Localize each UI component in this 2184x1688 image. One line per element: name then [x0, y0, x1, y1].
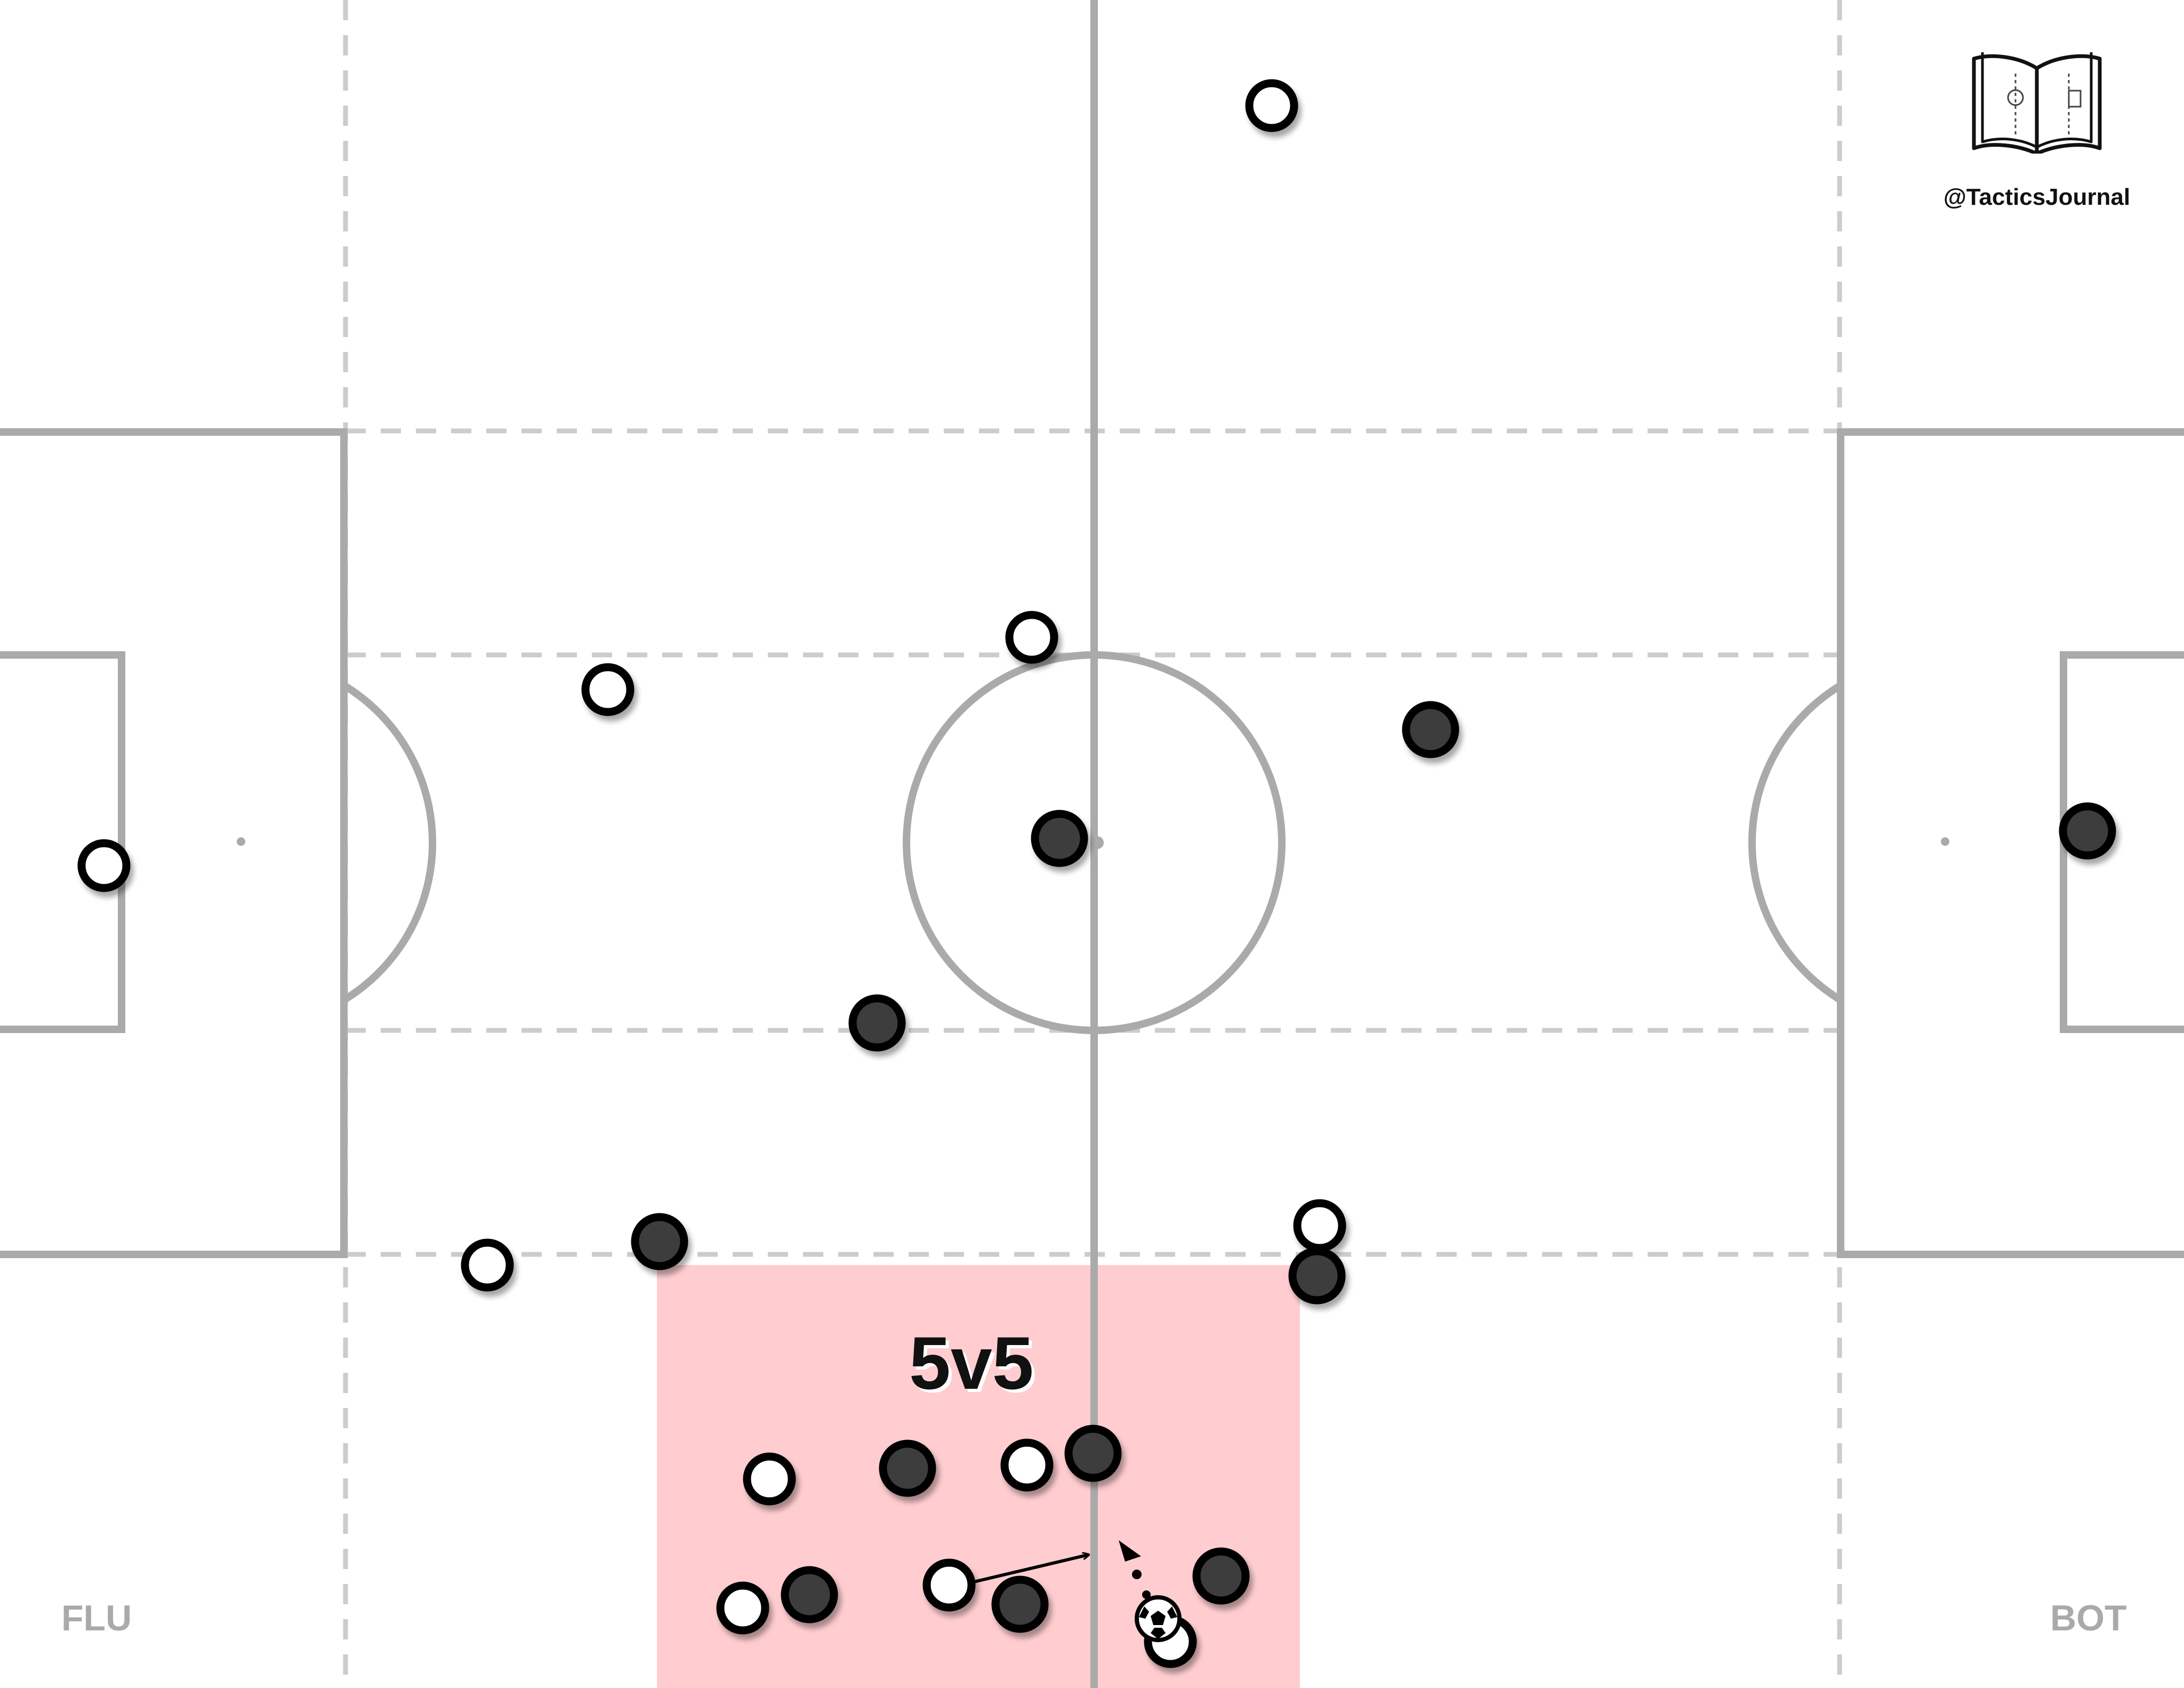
player-dark — [781, 1566, 838, 1623]
team-white — [77, 79, 1346, 1668]
player-dark — [1064, 1425, 1122, 1482]
open-book-icon — [1972, 52, 2102, 154]
player-white — [922, 1558, 976, 1612]
team-label-right: BOT — [2050, 1598, 2127, 1638]
player-dark — [2059, 802, 2116, 860]
player-white — [743, 1452, 796, 1506]
ball-trail-dot — [1142, 1590, 1151, 1599]
player-dark — [1288, 1247, 1346, 1305]
overload-zone-label: 5v5 — [909, 1321, 1034, 1405]
player-dark — [1031, 810, 1088, 867]
player-white — [716, 1581, 769, 1635]
team-label-left: FLU — [61, 1598, 132, 1638]
player-white — [581, 663, 635, 716]
player-dark — [991, 1575, 1049, 1633]
player-dark — [848, 994, 906, 1052]
player-dark — [879, 1439, 936, 1497]
player-white — [1005, 611, 1058, 664]
player-white — [1245, 79, 1298, 132]
player-dark — [1192, 1547, 1250, 1605]
ball-trail-dot — [1132, 1570, 1142, 1579]
brand-handle: @TacticsJournal — [1943, 184, 2131, 210]
player-dark — [1402, 701, 1459, 758]
pitch-spots — [237, 836, 1949, 849]
player-white — [1293, 1199, 1346, 1252]
pass-arrow — [969, 1555, 1089, 1585]
player-white — [461, 1238, 514, 1292]
team-dark — [631, 701, 2116, 1633]
player-white — [1000, 1438, 1054, 1492]
ball-direction-marker — [1119, 1540, 1141, 1562]
soccer-ball-icon — [1135, 1595, 1182, 1642]
player-white — [77, 839, 131, 892]
player-dark — [631, 1213, 688, 1270]
